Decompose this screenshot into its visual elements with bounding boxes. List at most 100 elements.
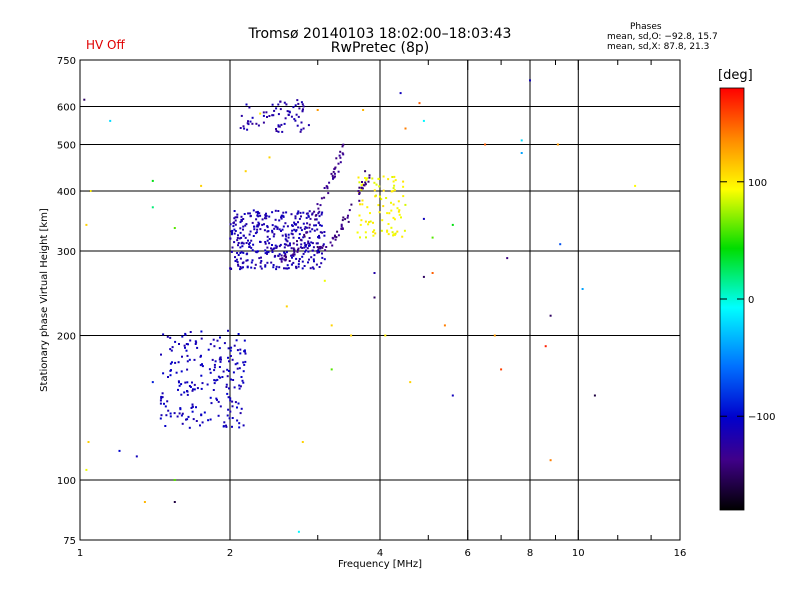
- echo-point: [549, 314, 552, 317]
- echo-point: [310, 241, 313, 244]
- echo-point: [213, 363, 216, 366]
- echo-point: [213, 366, 216, 369]
- x-tick-label: 2: [227, 548, 233, 559]
- echo-point: [293, 223, 296, 226]
- echo-point: [85, 468, 88, 471]
- echo-point: [236, 362, 239, 365]
- echo-point: [398, 209, 401, 212]
- echo-point: [243, 363, 246, 366]
- echo-point: [266, 239, 269, 242]
- echo-point: [330, 324, 333, 327]
- echo-point: [317, 236, 319, 239]
- echo-point: [217, 375, 220, 378]
- echo-point: [242, 218, 245, 220]
- echo-point: [246, 252, 249, 255]
- echo-point: [187, 415, 190, 418]
- echo-point: [220, 358, 222, 361]
- echo-point: [263, 229, 266, 232]
- echo-point: [299, 226, 302, 229]
- echo-point: [219, 360, 222, 363]
- echo-point: [297, 247, 300, 250]
- echo-point: [280, 217, 283, 220]
- echo-point: [302, 127, 305, 130]
- echo-point: [294, 230, 297, 233]
- echo-point: [304, 244, 307, 247]
- echo-point: [287, 244, 290, 247]
- echo-point: [321, 252, 323, 255]
- echo-point: [271, 103, 274, 106]
- echo-point: [217, 414, 220, 417]
- echo-point: [323, 234, 326, 237]
- echo-point: [484, 143, 487, 146]
- echo-point: [296, 212, 299, 215]
- echo-point: [261, 223, 264, 226]
- echo-point: [233, 228, 236, 231]
- echo-point: [226, 392, 229, 395]
- echo-point: [264, 252, 267, 255]
- echo-point: [240, 219, 243, 222]
- echo-point: [280, 260, 283, 263]
- echo-point: [279, 108, 282, 111]
- echo-point: [398, 213, 401, 216]
- echo-point: [181, 422, 184, 425]
- echo-point: [213, 369, 216, 372]
- echo-point: [302, 108, 304, 111]
- echo-point: [397, 200, 400, 203]
- echo-point: [238, 426, 241, 429]
- echo-point: [187, 343, 189, 346]
- echo-point: [358, 199, 361, 202]
- echo-point: [222, 425, 225, 428]
- echo-point: [332, 237, 335, 240]
- echo-point: [374, 195, 377, 198]
- echo-point: [260, 260, 263, 262]
- echo-point: [381, 219, 384, 222]
- echo-point: [297, 210, 300, 213]
- echo-point: [232, 371, 235, 374]
- echo-point: [161, 392, 164, 395]
- echo-point: [244, 236, 247, 239]
- echo-point: [237, 263, 239, 266]
- echo-point: [217, 400, 220, 403]
- echo-point: [301, 103, 304, 106]
- echo-point: [232, 379, 235, 381]
- echo-point: [493, 334, 496, 337]
- echo-point: [320, 197, 323, 200]
- echo-point: [387, 233, 390, 236]
- echo-point: [180, 370, 183, 373]
- echo-point: [634, 184, 637, 187]
- echo-point: [311, 242, 314, 245]
- echo-point: [241, 241, 244, 244]
- echo-point: [342, 143, 345, 146]
- echo-point: [239, 257, 242, 260]
- echo-point: [208, 368, 211, 371]
- echo-point: [297, 265, 300, 268]
- echo-point: [283, 251, 286, 254]
- echo-point: [162, 333, 165, 336]
- echo-point: [169, 415, 172, 418]
- echo-point: [357, 176, 360, 179]
- echo-point: [520, 152, 523, 154]
- echo-point: [242, 361, 245, 364]
- echo-point: [360, 219, 363, 222]
- echo-point: [293, 251, 296, 254]
- echo-point: [237, 402, 240, 405]
- echo-point: [229, 223, 232, 226]
- echo-point: [206, 383, 209, 386]
- echo-point: [281, 228, 284, 231]
- echo-point: [286, 225, 289, 228]
- echo-point: [323, 279, 326, 282]
- echo-point: [227, 329, 229, 332]
- echo-point: [335, 236, 338, 239]
- echo-point: [239, 385, 242, 388]
- echo-point: [262, 114, 265, 117]
- echo-point: [373, 229, 376, 232]
- echo-point: [275, 268, 278, 271]
- echo-point: [321, 256, 324, 259]
- echo-point: [365, 236, 367, 239]
- echo-point: [225, 424, 227, 427]
- echo-point: [196, 387, 199, 390]
- echo-point: [291, 225, 294, 227]
- echo-point: [250, 239, 253, 242]
- echo-point: [278, 253, 281, 256]
